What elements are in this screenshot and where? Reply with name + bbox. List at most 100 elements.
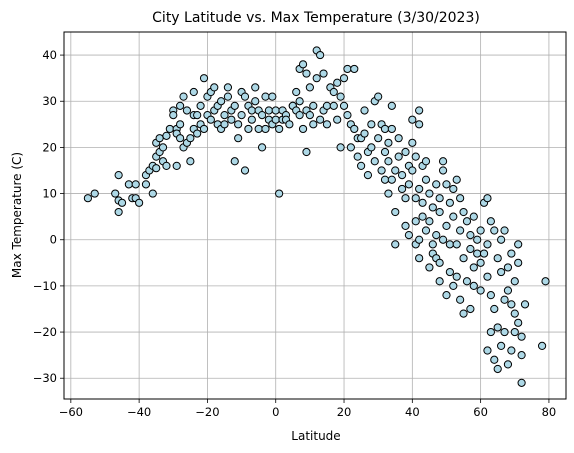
- data-point: [466, 304, 475, 314]
- data-point: [124, 180, 133, 189]
- data-point: [514, 240, 523, 249]
- data-point: [435, 207, 444, 217]
- y-tick-label: 30: [42, 94, 57, 108]
- data-point: [445, 240, 454, 249]
- data-point: [418, 198, 427, 207]
- data-point: [415, 120, 424, 129]
- data-point: [275, 124, 284, 134]
- data-point: [469, 281, 478, 290]
- data-point: [486, 327, 495, 337]
- data-point: [438, 157, 448, 166]
- data-point: [408, 166, 417, 175]
- data-point: [292, 87, 301, 97]
- data-point: [415, 184, 424, 194]
- data-point: [503, 263, 513, 272]
- data-point: [442, 291, 451, 300]
- x-tick-label: −60: [59, 405, 83, 419]
- data-point: [380, 124, 390, 134]
- data-point: [497, 341, 506, 351]
- data-point: [257, 110, 267, 120]
- data-point: [165, 124, 174, 134]
- data-point: [216, 97, 226, 106]
- x-tick-label: 40: [405, 405, 420, 419]
- x-tick-label: −20: [195, 405, 219, 419]
- data-point: [507, 300, 516, 309]
- data-point: [384, 189, 393, 198]
- data-point: [415, 254, 424, 263]
- data-point: [397, 171, 407, 180]
- data-point: [435, 277, 444, 286]
- data-point: [309, 101, 318, 110]
- x-tick-label: 0: [272, 405, 279, 419]
- x-axis-ticks: −60 −40 −20 0 20 40 60 80: [59, 399, 556, 419]
- data-point: [476, 286, 485, 295]
- data-point: [387, 124, 396, 134]
- y-tick-label: −30: [33, 371, 57, 385]
- data-point: [466, 244, 475, 254]
- data-point: [247, 115, 256, 124]
- data-point: [497, 235, 506, 244]
- data-point: [469, 263, 478, 272]
- data-point: [442, 180, 451, 189]
- data-point: [493, 364, 502, 374]
- data-point: [363, 171, 373, 180]
- data-point: [322, 101, 332, 110]
- data-point: [411, 152, 420, 161]
- data-point: [374, 92, 383, 101]
- data-point: [537, 341, 547, 351]
- data-point: [503, 286, 513, 295]
- data-point: [510, 309, 519, 318]
- data-point: [350, 124, 359, 134]
- y-tick-label: 20: [42, 140, 57, 154]
- data-point: [483, 240, 492, 249]
- data-point: [336, 143, 345, 152]
- data-point: [316, 50, 325, 60]
- data-point: [490, 304, 499, 314]
- data-point: [275, 189, 284, 198]
- data-point: [295, 110, 304, 120]
- data-point: [210, 83, 219, 92]
- data-point: [176, 134, 185, 143]
- data-point: [152, 164, 161, 173]
- data-point: [172, 161, 181, 170]
- data-point: [411, 217, 420, 226]
- x-tick-label: −40: [127, 405, 151, 419]
- data-point: [466, 231, 475, 240]
- data-point: [298, 60, 308, 69]
- data-point: [391, 240, 400, 249]
- data-point: [261, 92, 270, 101]
- data-point: [517, 378, 526, 387]
- chart-title: City Latitude vs. Max Temperature (3/30/…: [152, 10, 480, 26]
- data-point: [408, 138, 417, 147]
- data-point: [493, 323, 502, 332]
- data-point: [329, 87, 338, 97]
- data-point: [520, 300, 530, 309]
- data-point: [442, 221, 451, 230]
- data-point: [339, 101, 349, 110]
- data-point: [500, 327, 509, 337]
- data-point: [240, 92, 250, 101]
- data-point: [189, 87, 198, 97]
- data-point: [449, 184, 458, 194]
- data-point: [206, 115, 215, 124]
- data-point: [367, 143, 376, 152]
- data-point: [428, 240, 437, 249]
- data-point: [135, 198, 144, 207]
- data-point: [380, 175, 390, 184]
- data-point: [169, 110, 178, 120]
- x-tick-label: 60: [473, 405, 488, 419]
- data-point: [333, 78, 342, 87]
- data-point: [360, 129, 369, 138]
- x-tick-label: 20: [337, 405, 352, 419]
- data-point: [309, 120, 318, 129]
- data-point: [230, 101, 239, 110]
- data-point: [251, 83, 260, 92]
- data-point: [445, 267, 454, 277]
- data-point: [343, 64, 352, 74]
- data-point: [179, 92, 188, 101]
- data-point: [322, 120, 332, 129]
- data-point: [514, 258, 523, 267]
- data-point: [425, 263, 434, 272]
- data-point: [456, 295, 465, 304]
